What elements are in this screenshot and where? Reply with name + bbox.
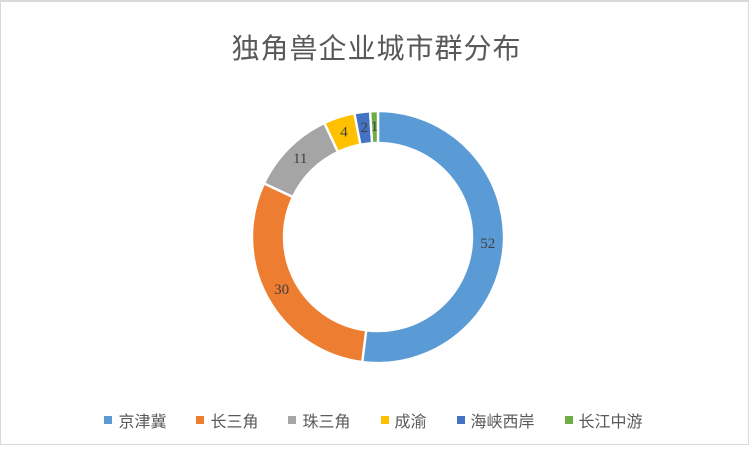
legend-item-0: 京津冀 — [104, 408, 166, 432]
legend-swatch-icon — [564, 416, 573, 424]
legend-item-1: 长三角 — [196, 408, 258, 432]
data-label-2: 11 — [293, 151, 307, 167]
chart-legend: 京津冀 长三角 珠三角 成渝 海峡西岸 长江中游 — [0, 408, 747, 432]
legend-label: 长江中游 — [578, 414, 643, 431]
legend-item-2: 珠三角 — [288, 408, 351, 432]
legend-swatch-icon — [456, 416, 465, 424]
data-label-5: 1 — [371, 119, 379, 135]
legend-item-3: 成渝 — [380, 408, 427, 432]
legend-label: 长三角 — [210, 414, 259, 431]
donut-segment-1 — [250, 182, 368, 364]
legend-swatch-icon — [196, 416, 205, 424]
donut-segment-0 — [361, 109, 506, 365]
data-label-3: 4 — [340, 124, 348, 140]
legend-label: 珠三角 — [302, 414, 351, 431]
legend-swatch-icon — [288, 416, 297, 424]
chart-title: 独角兽企业城市群分布 — [231, 33, 522, 64]
legend-item-4: 海峡西岸 — [456, 408, 535, 432]
data-label-0: 52 — [480, 236, 495, 252]
legend-label: 京津冀 — [118, 414, 167, 431]
legend-label: 成渝 — [394, 414, 427, 431]
legend-swatch-icon — [104, 416, 113, 424]
data-label-1: 30 — [274, 282, 289, 298]
legend-item-5: 长江中游 — [564, 408, 643, 432]
legend-swatch-icon — [380, 416, 389, 424]
data-label-4: 2 — [360, 120, 368, 136]
donut-segment-5 — [368, 109, 380, 145]
legend-label: 海峡西岸 — [470, 414, 535, 431]
